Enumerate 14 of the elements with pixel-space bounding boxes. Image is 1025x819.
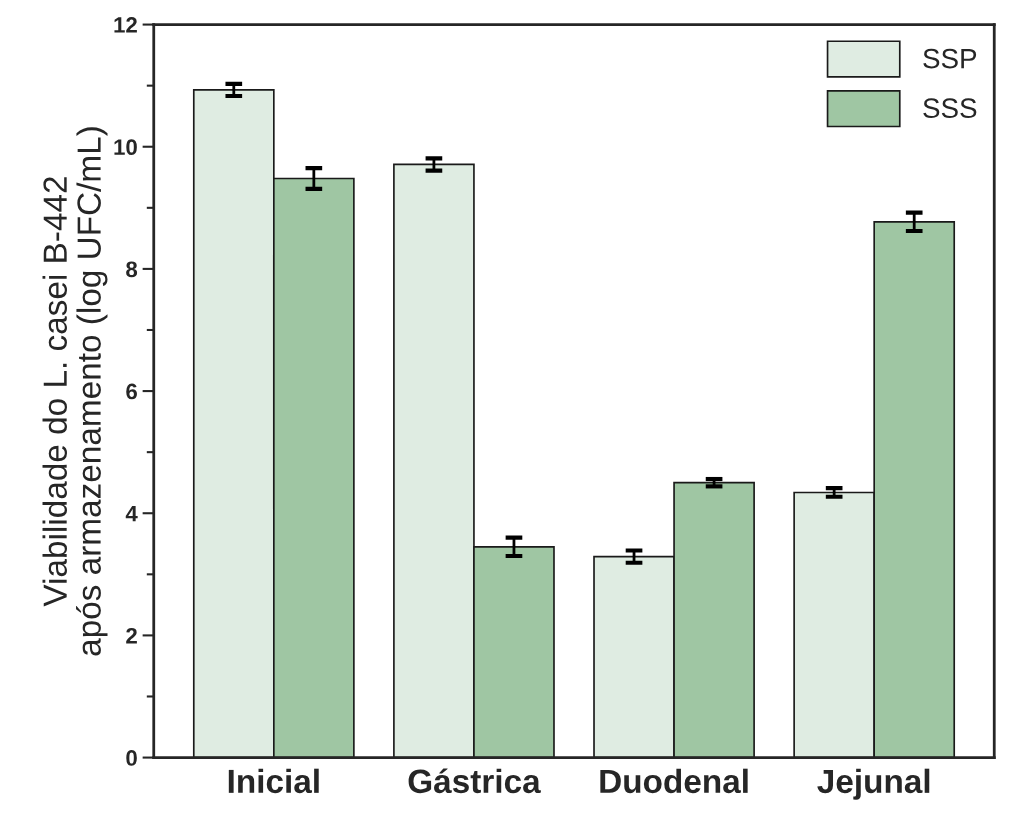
y-tick-label: 8: [126, 261, 138, 278]
y-axis-title: Viabilidade do L. casei B-442 após armazenamento (log UFC/mL): [42, 127, 108, 656]
y-tick-label: 2: [126, 627, 137, 644]
y-tick-label: 12: [114, 17, 137, 33]
x-tick-label: Gástrica: [408, 768, 541, 794]
y-tick-label: 6: [126, 383, 137, 400]
x-tick-label: Inicial: [228, 768, 319, 794]
x-tick-label: Jejunal: [817, 768, 930, 800]
x-tick-label: Duodenal: [600, 768, 748, 794]
y-tick-label: 4: [125, 506, 138, 522]
y-tick-label: 10: [114, 139, 137, 156]
y-tick-label: 0: [126, 750, 137, 766]
legend-label: SSP: [923, 48, 977, 69]
legend-label: SSS: [923, 98, 977, 119]
